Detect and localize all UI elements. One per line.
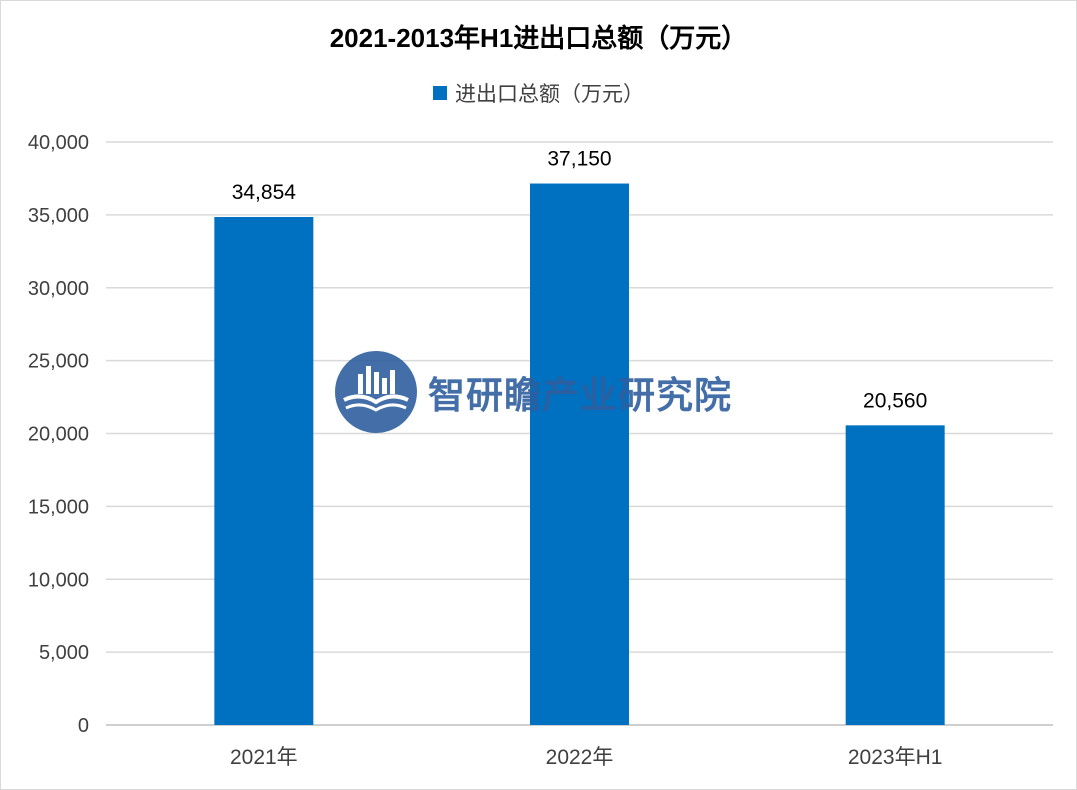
y-tick-label: 10,000 (28, 569, 89, 591)
watermark-text: 智研瞻产业研究院 (428, 375, 732, 416)
watermark: 智研瞻产业研究院 (334, 350, 732, 434)
y-tick-label: 35,000 (28, 205, 89, 227)
chart-legend: 进出口总额（万元） (0, 78, 1077, 108)
data-label: 37,150 (547, 148, 611, 171)
y-tick-label: 15,000 (28, 496, 89, 518)
y-tick-label: 40,000 (28, 132, 89, 154)
chart-title: 2021-2013年H1进出口总额（万元） (329, 23, 748, 53)
x-tick-label: 2021年 (230, 746, 298, 769)
legend-swatch (433, 86, 447, 100)
y-tick-label: 25,000 (28, 351, 89, 373)
legend-label: 进出口总额（万元） (455, 83, 644, 106)
y-tick-label: 30,000 (28, 278, 89, 300)
bar (214, 217, 314, 726)
data-label: 34,854 (232, 181, 297, 204)
y-tick-label: 0 (78, 715, 89, 737)
bar (845, 425, 945, 725)
watermark-logo-icon (335, 351, 417, 433)
bar (530, 183, 629, 725)
x-tick-label: 2023年H1 (848, 746, 943, 769)
y-tick-label: 20,000 (28, 424, 89, 446)
data-label: 20,560 (863, 389, 927, 412)
y-tick-label: 5,000 (39, 642, 89, 664)
x-tick-label: 2022年 (546, 746, 614, 769)
